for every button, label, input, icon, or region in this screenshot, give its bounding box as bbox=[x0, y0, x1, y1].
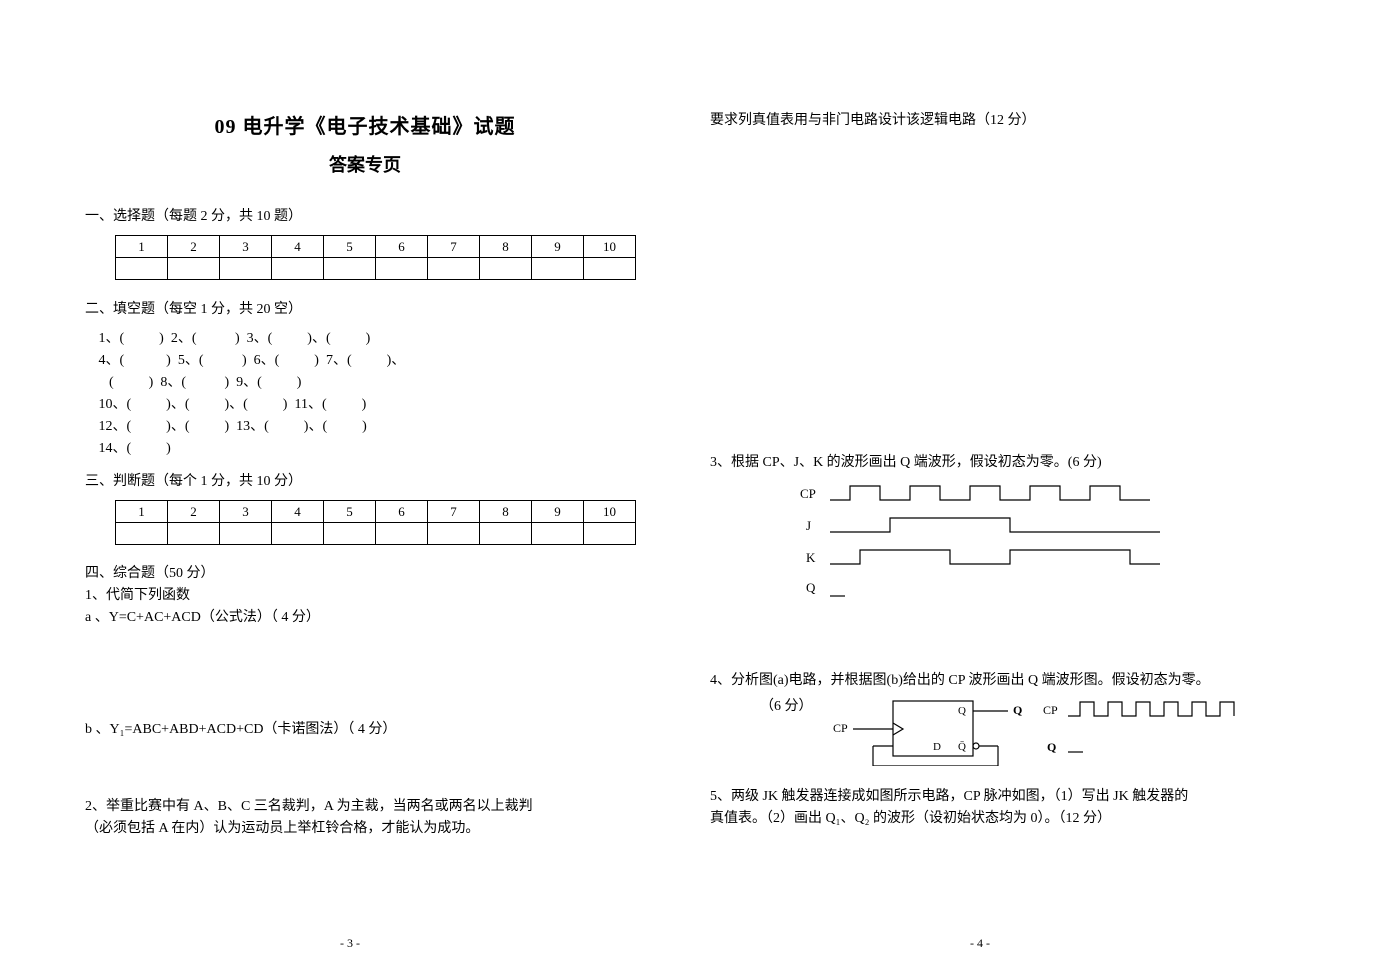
th-1: 1 bbox=[116, 501, 168, 523]
label-q-out: Q bbox=[1013, 703, 1022, 717]
title-sub: 答案专页 bbox=[85, 151, 645, 177]
wave-label-cp: CP bbox=[800, 486, 816, 501]
fill-line: 12、( )、( ) 13、( )、( ) bbox=[95, 416, 645, 438]
th-7: 7 bbox=[428, 236, 480, 258]
th-5: 5 bbox=[324, 501, 376, 523]
label-d: D bbox=[933, 741, 941, 753]
label-cp2: CP bbox=[1043, 703, 1058, 717]
th-8: 8 bbox=[480, 236, 532, 258]
th-8: 8 bbox=[480, 501, 532, 523]
th-6: 6 bbox=[376, 501, 428, 523]
q1-head: 1、代简下列函数 bbox=[85, 585, 645, 607]
section4-head: 四、综合题（50 分） bbox=[85, 563, 645, 585]
wave-label-q: Q bbox=[806, 580, 816, 595]
q1b: b 、Y₁=ABC+ABD+ACD+CD（卡诺图法）（ 4 分） bbox=[85, 719, 645, 741]
fill-line: ( ) 8、( ) 9、( ) bbox=[95, 372, 645, 394]
label-cp: CP bbox=[833, 721, 848, 735]
th-4: 4 bbox=[272, 501, 324, 523]
right-column: 要求列真值表用与非门电路设计该逻辑电路（12 分） 3、根据 CP、J、K 的波… bbox=[710, 110, 1270, 830]
waveform-diagram: CP J K Q bbox=[800, 480, 1160, 610]
title-main: 09 电升学《电子技术基础》试题 bbox=[85, 110, 645, 139]
q2-l1: 2、举重比赛中有 A、B、C 三名裁判，A 为主裁，当两名或两名以上裁判 bbox=[85, 796, 645, 818]
th-2: 2 bbox=[168, 501, 220, 523]
th-6: 6 bbox=[376, 236, 428, 258]
wave-label-k: K bbox=[806, 550, 816, 565]
q5-l2: 真值表。（2）画出 Q₁、Q₂ 的波形（设初始状态均为 0）。（12 分） bbox=[710, 808, 1270, 830]
section4: 四、综合题（50 分） 1、代简下列函数 a 、Y=C+AC+ACD（公式法）（… bbox=[85, 563, 645, 840]
th-10: 10 bbox=[584, 236, 636, 258]
table-row bbox=[116, 523, 636, 545]
th-9: 9 bbox=[532, 501, 584, 523]
fill-blanks: 1、( ) 2、( ) 3、( )、( ) 4、( ) 5、( ) 6、( ) … bbox=[95, 328, 645, 460]
fill-line: 4、( ) 5、( ) 6、( ) 7、( )、 bbox=[95, 350, 645, 372]
left-column: 09 电升学《电子技术基础》试题 答案专页 一、选择题（每题 2 分，共 10 … bbox=[85, 110, 645, 840]
q4-l2: （6 分） bbox=[760, 696, 813, 718]
table-row: 1 2 3 4 5 6 7 8 9 10 bbox=[116, 236, 636, 258]
th-3: 3 bbox=[220, 236, 272, 258]
table-row: 1 2 3 4 5 6 7 8 9 10 bbox=[116, 501, 636, 523]
th-5: 5 bbox=[324, 236, 376, 258]
wave-label-j: J bbox=[806, 518, 811, 533]
judge-table: 1 2 3 4 5 6 7 8 9 10 bbox=[115, 500, 636, 545]
q2-l2: （必须包括 A 在内）认为运动员上举杠铃合格，才能认为成功。 bbox=[85, 818, 645, 840]
table-row bbox=[116, 258, 636, 280]
page-number-left: - 3 - bbox=[340, 936, 360, 951]
q3-text: 3、根据 CP、J、K 的波形画出 Q 端波形，假设初态为零。(6 分) bbox=[710, 452, 1270, 474]
th-10: 10 bbox=[584, 501, 636, 523]
fill-line: 1、( ) 2、( ) 3、( )、( ) bbox=[95, 328, 645, 350]
label-q-pin: Q bbox=[958, 705, 966, 717]
th-1: 1 bbox=[116, 236, 168, 258]
th-7: 7 bbox=[428, 501, 480, 523]
label-qbar: Q̄ bbox=[958, 741, 966, 753]
right-requirement: 要求列真值表用与非门电路设计该逻辑电路（12 分） bbox=[710, 110, 1270, 132]
fill-line: 10、( )、( )、( ) 11、( ) bbox=[95, 394, 645, 416]
section1-head: 一、选择题（每题 2 分，共 10 题） bbox=[85, 205, 645, 225]
section2-head: 二、填空题（每空 1 分，共 20 空） bbox=[85, 298, 645, 318]
q1a: a 、Y=C+AC+ACD（公式法）（ 4 分） bbox=[85, 607, 645, 629]
th-3: 3 bbox=[220, 501, 272, 523]
q5-l1: 5、两级 JK 触发器连接成如图所示电路，CP 脉冲如图，（1）写出 JK 触发… bbox=[710, 786, 1270, 808]
fill-line: 14、( ) bbox=[95, 438, 645, 460]
th-2: 2 bbox=[168, 236, 220, 258]
q4-l1: 4、分析图(a)电路，并根据图(b)给出的 CP 波形画出 Q 端波形图。假设初… bbox=[710, 670, 1270, 692]
th-9: 9 bbox=[532, 236, 584, 258]
th-4: 4 bbox=[272, 236, 324, 258]
section3-head: 三、判断题（每个 1 分，共 10 分） bbox=[85, 470, 645, 490]
page-number-right: - 4 - bbox=[970, 936, 990, 951]
circuit-diagram: CP D Q Q Q̄ CP Q bbox=[833, 696, 1253, 766]
label-q2: Q bbox=[1047, 740, 1056, 754]
choice-table: 1 2 3 4 5 6 7 8 9 10 bbox=[115, 235, 636, 280]
